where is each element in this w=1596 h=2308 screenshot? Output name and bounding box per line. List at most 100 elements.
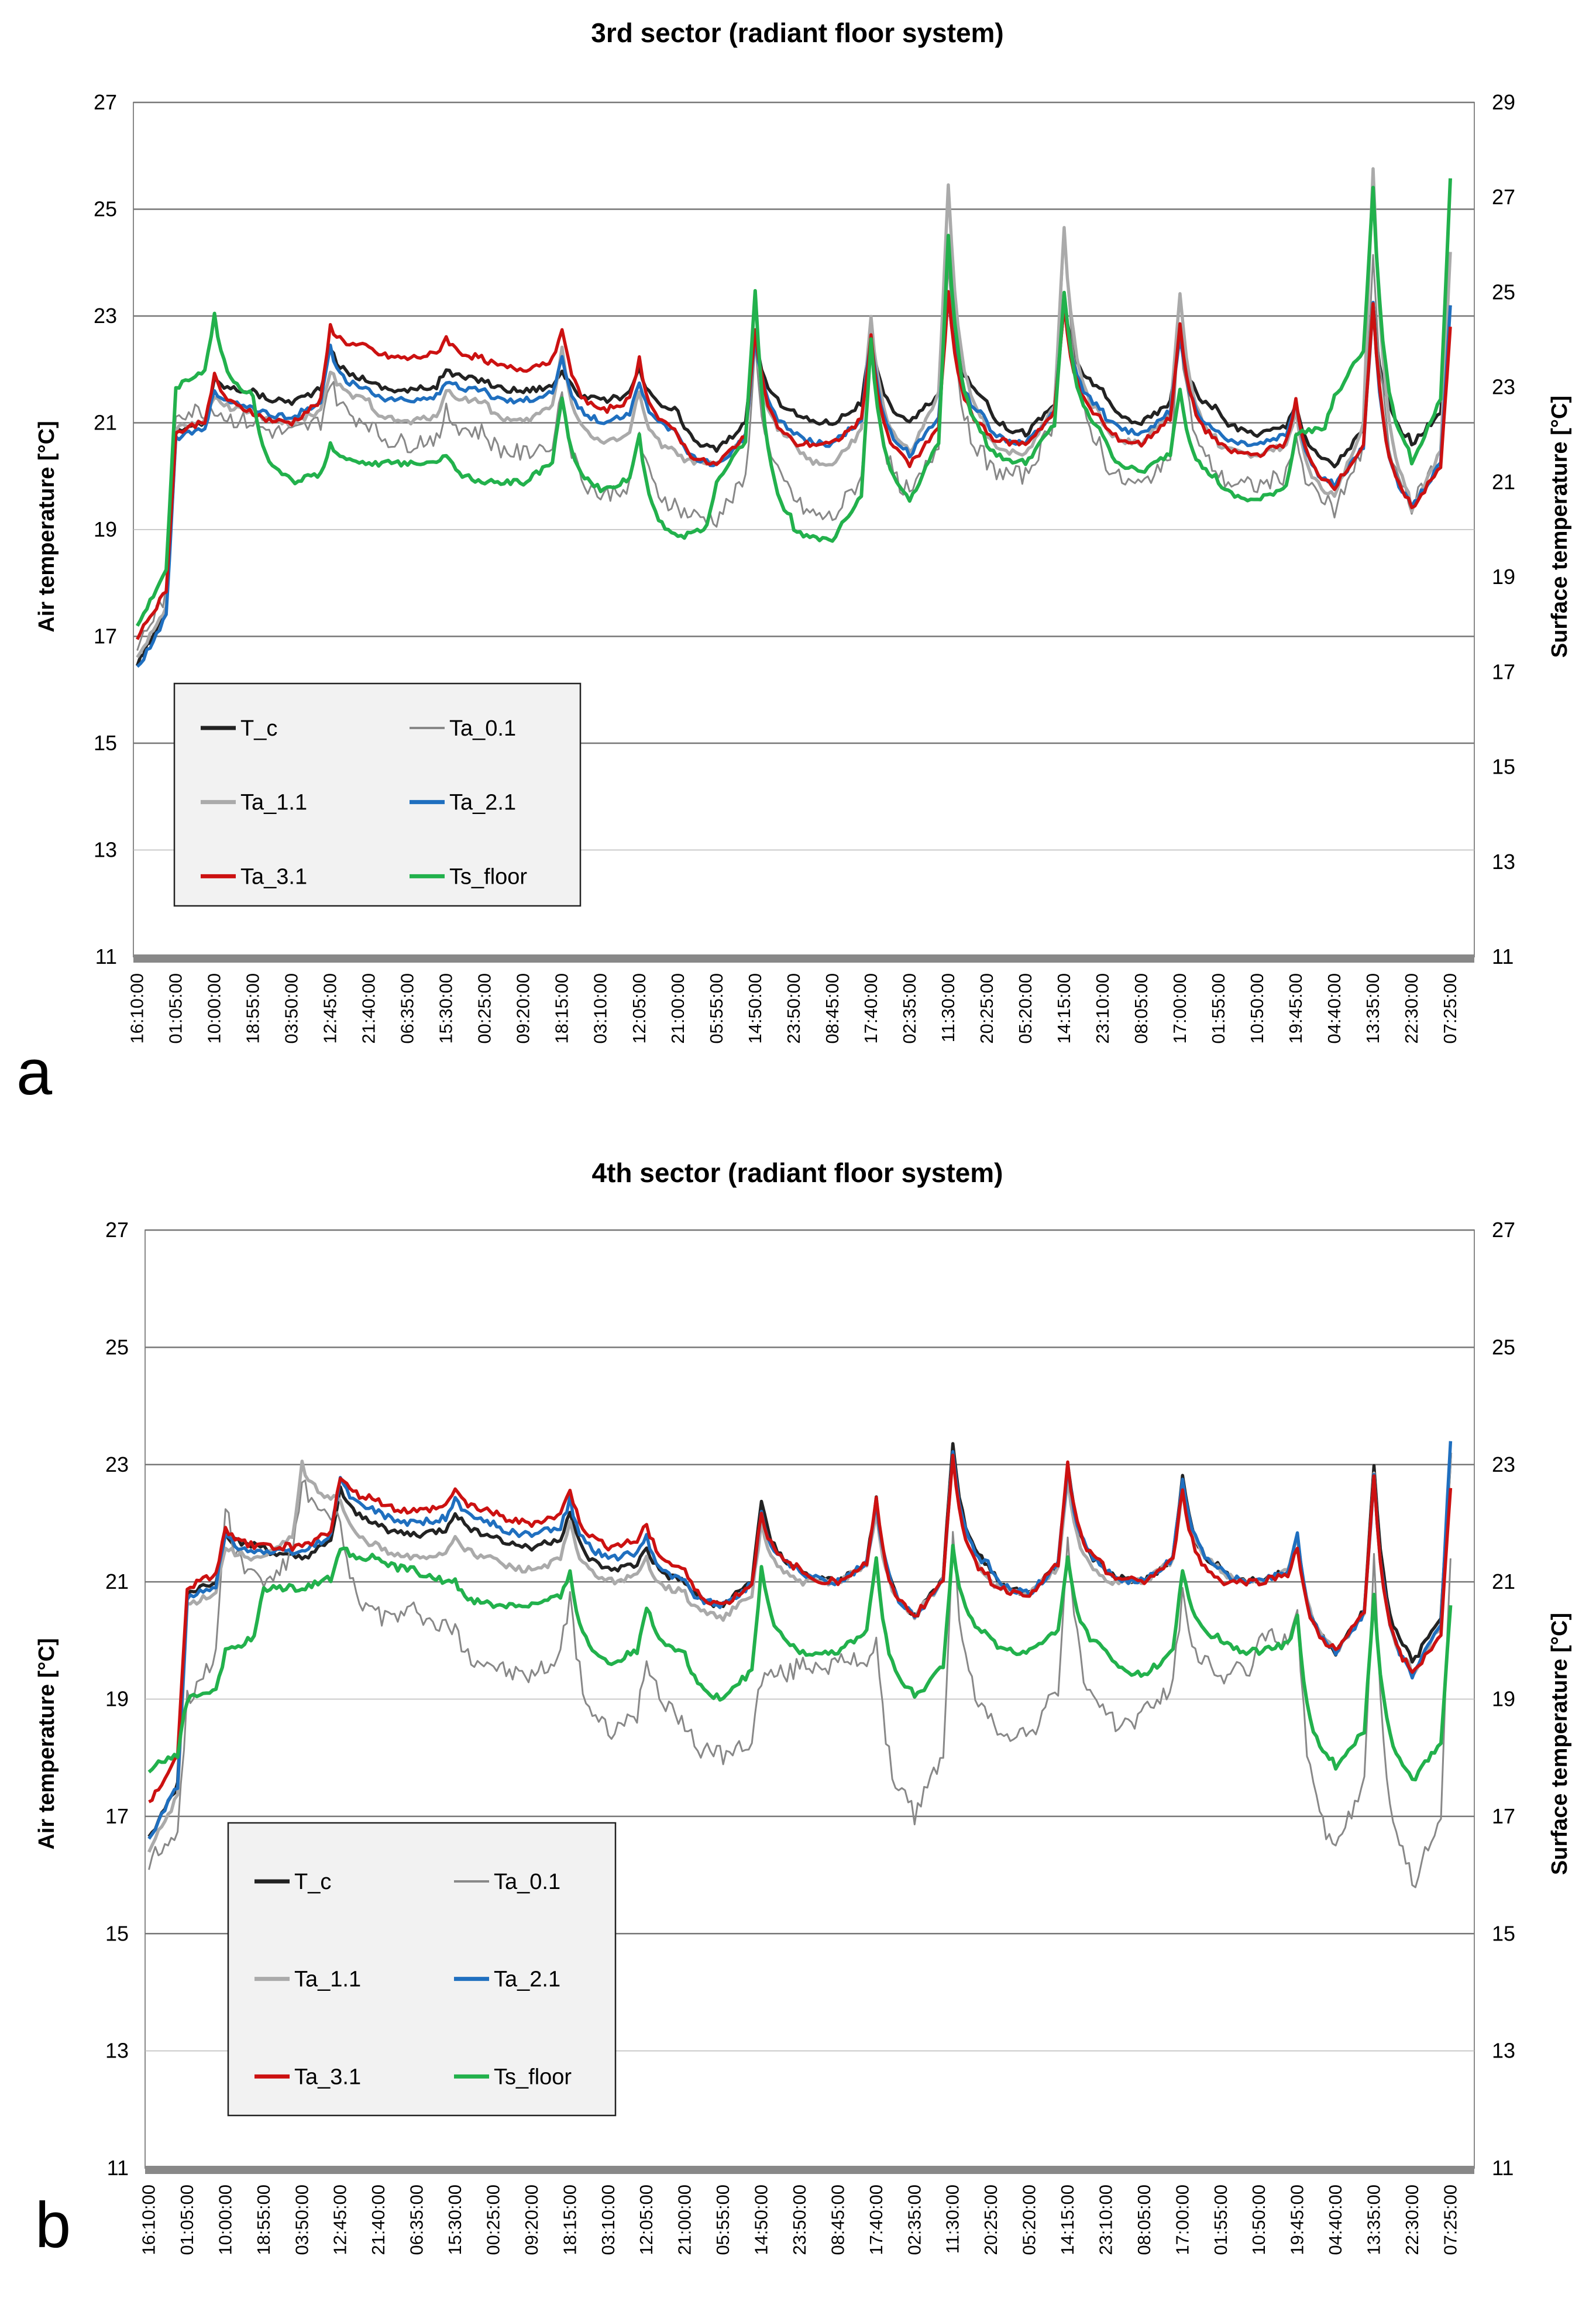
y-tick-label: 17 xyxy=(94,624,117,648)
x-tick-label: 17:40:00 xyxy=(866,2185,886,2255)
chart-panel-b: 4th sector (radiant floor system) Air te… xyxy=(35,1158,1572,2261)
y2-tick-label: 29 xyxy=(1492,90,1515,114)
y2-tick-label: 11 xyxy=(1492,945,1514,968)
x-tick-label: 17:00:00 xyxy=(1170,973,1190,1044)
x-tick-label: 23:50:00 xyxy=(789,2185,810,2255)
x-tick-label: 01:55:00 xyxy=(1210,2185,1231,2255)
x-tick-label: 03:50:00 xyxy=(281,973,302,1044)
x-tick-label: 00:25:00 xyxy=(483,2185,503,2255)
x-tick-label: 03:10:00 xyxy=(590,973,611,1044)
x-tick-label: 20:25:00 xyxy=(981,2185,1001,2255)
legend-label: Ta_2.1 xyxy=(494,1967,560,1992)
x-tick-label: 11:30:00 xyxy=(943,2185,963,2254)
x-tick-label: 05:20:00 xyxy=(1019,2185,1040,2255)
x-tick-label: 16:10:00 xyxy=(139,2185,159,2255)
y-tick-label: 13 xyxy=(105,2039,129,2063)
x-tick-label: 21:40:00 xyxy=(368,2185,388,2255)
legend-label: Ts_floor xyxy=(494,2065,572,2089)
y-tick-label: 19 xyxy=(94,517,117,541)
x-tick-label: 10:50:00 xyxy=(1247,973,1267,1044)
x-tick-label: 14:50:00 xyxy=(745,973,765,1044)
legend-label: Ta_1.1 xyxy=(240,791,307,815)
series-line-ta-0-1 xyxy=(136,236,1451,651)
legend-box xyxy=(173,682,582,907)
x-tick-label: 22:30:00 xyxy=(1402,2185,1422,2255)
legend-label: T_c xyxy=(294,1870,331,1894)
x-tick-label: 12:45:00 xyxy=(320,973,340,1044)
x-tick-label: 17:00:00 xyxy=(1172,2185,1192,2255)
x-tick-label: 12:05:00 xyxy=(629,973,649,1044)
x-tick-label: 01:05:00 xyxy=(177,2185,197,2255)
x-tick-label: 15:30:00 xyxy=(445,2185,465,2255)
x-tick-label: 12:45:00 xyxy=(330,2185,350,2255)
y-ticks-a: 11 13 15 17 19 21 23 25 27 xyxy=(94,90,117,968)
x-tick-label: 06:35:00 xyxy=(407,2185,427,2255)
x-tick-label: 10:50:00 xyxy=(1248,2185,1269,2255)
x-ticks-a: 16:10:00 01:05:00 10:00:00 18:55:00 03:50:00… xyxy=(127,954,1474,1044)
x-tick-label: 14:50:00 xyxy=(751,2185,772,2255)
x-tick-label: 12:05:00 xyxy=(636,2185,656,2255)
x-tick-label: 17:40:00 xyxy=(861,973,881,1044)
legend-box xyxy=(227,1822,617,2117)
y-axis-label-a: Air temperature [°C] xyxy=(35,421,59,632)
y2-axis-label-a: Surface temperature [°C] xyxy=(1547,396,1572,658)
legend-label: Ta_2.1 xyxy=(449,791,516,815)
x-tick-label: 05:55:00 xyxy=(706,973,727,1044)
y2-tick-label: 19 xyxy=(1492,565,1515,589)
x-tick-label: 10:00:00 xyxy=(215,2185,235,2255)
y-tick-label: 23 xyxy=(94,304,117,328)
series-line-ts-floor xyxy=(136,178,1452,627)
x-axis-bar xyxy=(145,2166,1474,2174)
y-tick-label: 27 xyxy=(105,1218,129,1242)
x-tick-label: 08:05:00 xyxy=(1134,2185,1154,2255)
x-tick-label: 04:40:00 xyxy=(1325,2185,1346,2255)
y-tick-label: 11 xyxy=(95,945,117,968)
x-tick-label: 06:35:00 xyxy=(397,973,418,1044)
legend-label: T_c xyxy=(240,716,277,741)
y2-axis-label-b: Surface temperature [°C] xyxy=(1547,1613,1572,1875)
y2-tick-label: 15 xyxy=(1492,1921,1515,1945)
x-tick-label: 09:20:00 xyxy=(521,2185,542,2255)
series-line-ta-0-1 xyxy=(148,1479,1451,1888)
series-line-ts-floor xyxy=(147,1544,1453,1782)
panel-label-a: a xyxy=(16,1036,53,1108)
y-tick-label: 11 xyxy=(107,2156,129,2180)
x-tick-label: 13:35:00 xyxy=(1364,2185,1384,2255)
x-tick-label: 18:15:00 xyxy=(552,973,572,1044)
x-tick-label: 23:10:00 xyxy=(1092,973,1113,1044)
y2-tick-label: 11 xyxy=(1492,2156,1514,2180)
y2-tick-label: 19 xyxy=(1492,1687,1515,1711)
series-line-ta-2-1 xyxy=(136,293,1452,668)
x-tick-label: 14:15:00 xyxy=(1057,2185,1078,2255)
y2-tick-label: 21 xyxy=(1492,1569,1515,1593)
x-tick-label: 01:05:00 xyxy=(166,973,186,1044)
x-ticks-b: 16:10:00 01:05:00 10:00:00 18:55:00 03:50:00… xyxy=(139,2166,1474,2255)
legend-b: T_c Ta_0.1 Ta_1.1 Ta_2.1 Ta_3.1 Ts_floor xyxy=(227,1822,617,2117)
y2-ticks-a: 11 13 15 17 19 21 23 25 27 29 xyxy=(1492,90,1515,968)
y-tick-label: 23 xyxy=(105,1452,129,1476)
y2-tick-label: 15 xyxy=(1492,755,1515,779)
x-tick-label: 18:55:00 xyxy=(253,2185,274,2255)
series-line-ta-3-1 xyxy=(148,1454,1453,1804)
x-axis-bar xyxy=(133,954,1474,963)
y-tick-label: 13 xyxy=(94,838,117,862)
chart-panel-a: 3rd sector (radiant floor system) Air te… xyxy=(16,18,1572,1108)
legend-label: Ta_1.1 xyxy=(294,1967,361,1992)
legend-label: Ts_floor xyxy=(449,864,527,889)
y2-tick-label: 23 xyxy=(1492,375,1515,399)
x-tick-label: 21:00:00 xyxy=(675,2185,695,2255)
y2-tick-label: 17 xyxy=(1492,1804,1515,1828)
x-tick-label: 23:10:00 xyxy=(1095,2185,1116,2255)
x-tick-label: 11:30:00 xyxy=(938,973,958,1042)
x-tick-label: 08:45:00 xyxy=(827,2185,848,2255)
x-tick-label: 15:30:00 xyxy=(436,973,456,1044)
x-tick-label: 21:00:00 xyxy=(668,973,688,1044)
y2-tick-label: 25 xyxy=(1492,1335,1515,1359)
legend-a: T_c Ta_0.1 Ta_1.1 Ta_2.1 Ta_3.1 Ts_floor xyxy=(173,682,582,907)
x-tick-label: 13:35:00 xyxy=(1363,973,1383,1044)
x-tick-label: 03:10:00 xyxy=(598,2185,618,2255)
y-tick-label: 25 xyxy=(105,1335,129,1359)
x-tick-label: 19:45:00 xyxy=(1287,2185,1308,2255)
x-tick-label: 07:25:00 xyxy=(1440,973,1460,1044)
chart-title-b: 4th sector (radiant floor system) xyxy=(592,1158,1003,1188)
